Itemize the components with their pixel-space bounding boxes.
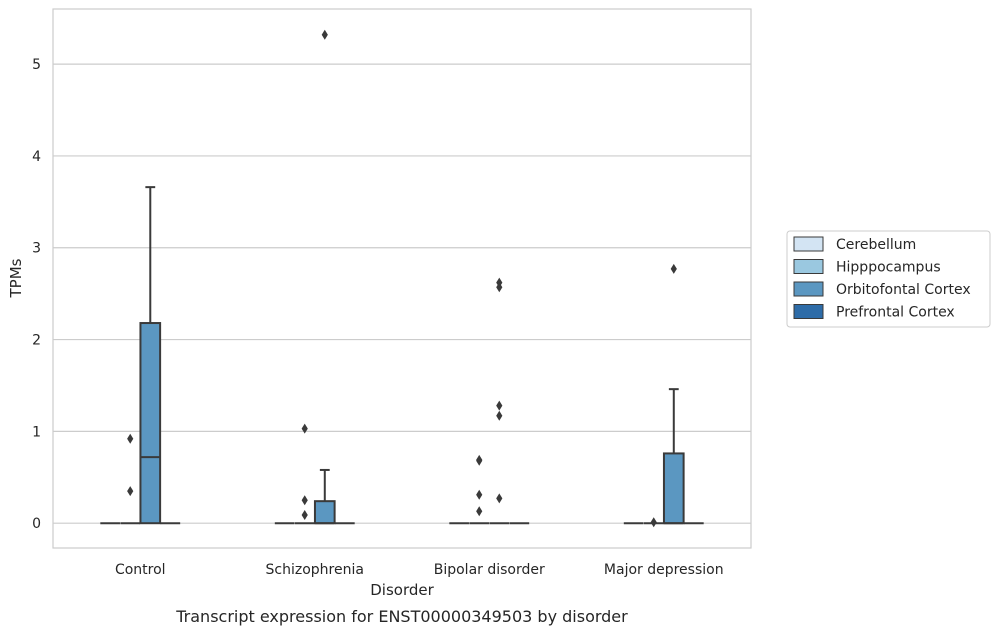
outlier-point — [476, 489, 483, 500]
legend-label: Hipppocampus — [836, 260, 941, 276]
x-tick-label: Bipolar disorder — [434, 562, 545, 578]
y-tick-label: 2 — [32, 333, 41, 349]
y-tick-label: 0 — [32, 516, 41, 532]
box — [139, 322, 162, 525]
outlier-point — [301, 423, 308, 434]
plot-area — [52, 8, 752, 549]
outlier-point — [301, 509, 308, 520]
outlier-point — [496, 282, 503, 293]
boxes — [100, 186, 704, 525]
outlier-point — [650, 517, 657, 528]
legend-swatch — [793, 281, 824, 297]
outlier-point — [301, 495, 308, 506]
y-tick-label: 4 — [32, 149, 41, 165]
x-axis: Control Schizophrenia Bipolar disorder Majo… — [115, 562, 724, 578]
x-tick-label: Schizophrenia — [266, 562, 364, 578]
outlier-point — [476, 455, 483, 466]
x-tick-label: Control — [115, 562, 166, 578]
box — [313, 500, 336, 525]
outlier-point — [496, 400, 503, 411]
legend-label: Orbitofontal Cortex — [836, 282, 971, 298]
outliers — [127, 29, 677, 528]
legend: Cerebellum Hipppocampus Orbitofontal Corte… — [786, 230, 991, 328]
outlier-point — [127, 486, 134, 497]
x-tick-label: Major depression — [604, 562, 724, 578]
legend-frame — [786, 230, 991, 328]
legend-label: Prefrontal Cortex — [836, 305, 955, 321]
chart-caption: Transcript expression for ENST0000034950… — [175, 607, 628, 626]
legend-swatch — [793, 259, 824, 274]
y-axis: 0 1 2 3 4 5 — [32, 57, 41, 532]
outlier-point — [496, 410, 503, 421]
legend-label: Cerebellum — [836, 237, 916, 253]
outlier-point — [496, 493, 503, 504]
y-tick-label: 1 — [32, 424, 41, 440]
outlier-point — [127, 433, 134, 444]
x-axis-title: Disorder — [370, 581, 434, 599]
outlier-point — [476, 506, 483, 517]
y-axis-title: TPMs — [7, 258, 25, 298]
outlier-point — [670, 263, 677, 274]
legend-swatch — [793, 304, 824, 319]
box — [662, 452, 685, 525]
y-tick-label: 3 — [32, 241, 41, 257]
y-tick-label: 5 — [32, 57, 41, 73]
outlier-point — [321, 29, 328, 40]
legend-swatch — [793, 236, 824, 252]
